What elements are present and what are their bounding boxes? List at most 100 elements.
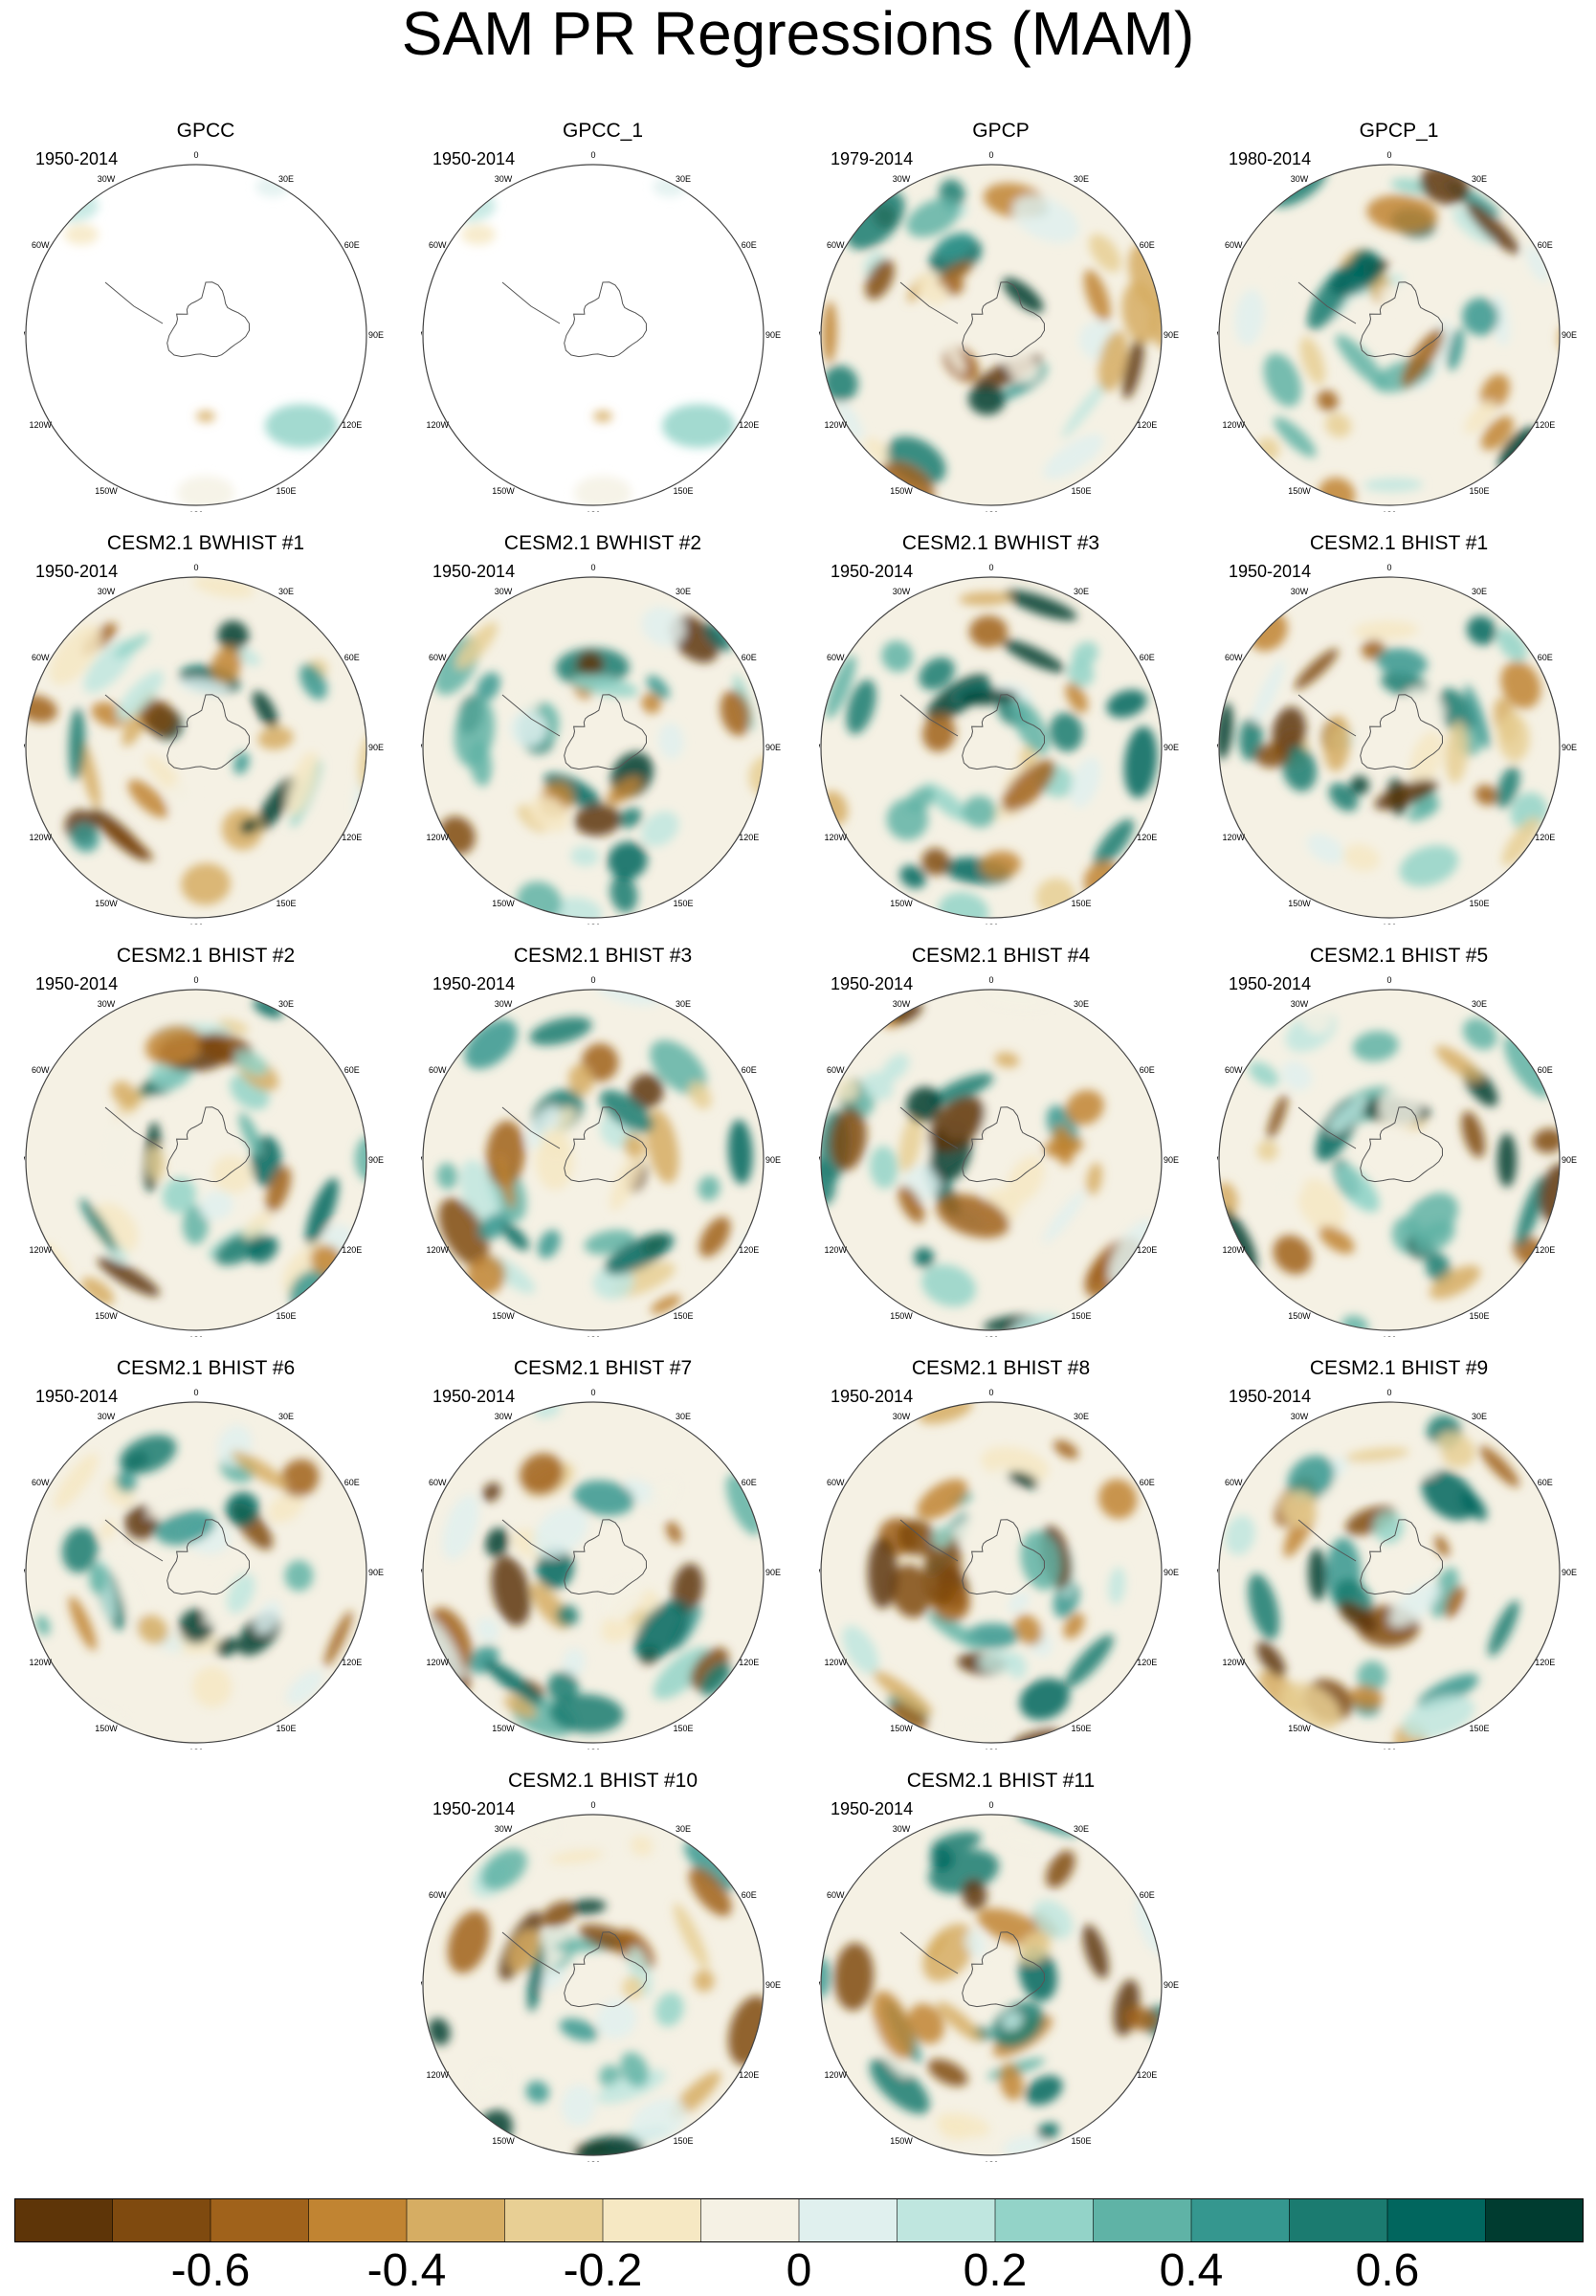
longitude-label: 120W (426, 2070, 449, 2080)
longitude-label: 60E (742, 1478, 757, 1487)
anomaly-blob (968, 615, 1009, 648)
anomaly-blob (79, 1198, 118, 1253)
anomaly-blob (501, 1223, 529, 1251)
longitude-label: 180 (188, 923, 203, 925)
anomaly-blob (562, 1648, 586, 1678)
anomaly-blob (480, 1848, 527, 1890)
longitude-label: 60E (742, 653, 757, 662)
anomaly-blob (233, 647, 261, 666)
anomaly-blob (881, 1054, 910, 1081)
anomaly-blob (482, 1482, 501, 1503)
anomaly-blob (905, 1086, 942, 1124)
antarctica-coastline (564, 1519, 648, 1595)
longitude-label: 180 (984, 2160, 998, 2162)
anomaly-blob (1046, 1850, 1075, 1888)
anomaly-blob (646, 1109, 679, 1184)
colorbar-bin (603, 2198, 701, 2242)
anomaly-blob (1273, 1235, 1313, 1275)
anomaly-blob (551, 897, 603, 918)
anomaly-blob (1011, 698, 1050, 755)
anomaly-blob (1497, 712, 1530, 762)
longitude-label: 180 (188, 1335, 203, 1337)
anomaly-blob (426, 1617, 464, 1682)
anomaly-blob (503, 1695, 537, 1718)
longitude-label: 30W (1291, 999, 1309, 1009)
anomaly-blob (646, 675, 670, 700)
anomaly-blob (846, 680, 876, 735)
longitude-label: 180 (984, 1335, 998, 1337)
longitude-label: 120W (824, 1245, 847, 1255)
anomaly-blob (455, 622, 499, 669)
anomaly-blob (527, 1941, 544, 2012)
antarctic-peninsula (501, 281, 561, 324)
anomaly-blob (442, 1494, 479, 1560)
anomaly-blob (1123, 725, 1158, 798)
anomaly-blob (872, 1991, 914, 2060)
anomaly-blob (145, 1025, 204, 1065)
anomaly-blob (996, 1832, 1051, 1852)
anomaly-blob (1460, 1594, 1483, 1632)
polar-map: 0 30E 60E 90E 120E 150E 180 150W 120W 90W 60W 30W (24, 1388, 384, 1750)
longitude-label: 120W (1222, 420, 1245, 430)
anomaly-blob (570, 845, 599, 867)
anomaly-blob (1306, 833, 1344, 864)
colorbar-bin (1191, 2198, 1290, 2242)
anomaly-blob (114, 634, 150, 658)
longitude-label: 90E (765, 1980, 781, 1990)
anomaly-blob (927, 2059, 968, 2086)
anomaly-blob (477, 1617, 499, 1642)
longitude-label: 150E (1071, 2136, 1091, 2146)
panel-title: CESM2.1 BHIST #2 (116, 945, 296, 967)
anomaly-blob (822, 301, 837, 364)
map-panel: 0 30E 60E 90E 120E 150E 180 150W 120W 90W 60W 30W G… (24, 120, 388, 512)
figure-title: SAM PR Regressions (MAM) (401, 0, 1195, 68)
colorbar-bin (897, 2198, 996, 2242)
anomaly-blob (525, 2081, 549, 2104)
anomaly-blob (323, 1611, 353, 1667)
anomaly-blob (1328, 1096, 1368, 1134)
map-boundary (820, 989, 1163, 1331)
anomaly-blob (964, 1929, 986, 1958)
longitude-label: 30E (1074, 1824, 1089, 1834)
panel-title: GPCC (176, 120, 235, 142)
anomaly-blob (823, 365, 858, 402)
anomaly-blob (1357, 1661, 1387, 1692)
anomaly-blob (145, 1146, 166, 1181)
map-panel: 0 30E 60E 90E 120E 150E 180 150W 120W 90W 60W 30W C… (421, 1357, 785, 1750)
land-anomaly (662, 404, 735, 448)
longitude-label: 60W (827, 1065, 845, 1075)
anomaly-blob (1496, 1133, 1517, 1188)
anomaly-blob (214, 1232, 264, 1265)
map-panel: 0 30E 60E 90E 120E 150E 180 150W 120W 90W 60W 30W C… (819, 1770, 1183, 2162)
anomaly-blob (830, 1107, 867, 1171)
anomaly-blob (630, 1836, 654, 1857)
anomaly-blob (1065, 1635, 1114, 1688)
map-panel: 0 30E 60E 90E 120E 150E 180 150W 120W 90W 60W 30W C… (24, 945, 388, 1337)
anomaly-blob (253, 998, 283, 1018)
anomaly-blob (1328, 782, 1359, 812)
colorbar-bin (504, 2198, 604, 2242)
anomaly-blob (1464, 684, 1491, 749)
anomaly-blob (672, 1563, 704, 1614)
anomaly-blob (1254, 743, 1290, 769)
antarctic-peninsula (104, 694, 164, 737)
longitude-label: 30W (893, 1412, 911, 1421)
anomaly-blob (1098, 1479, 1138, 1520)
anomaly-blob (574, 804, 622, 836)
longitude-label: 0 (988, 975, 993, 985)
longitude-label: 60W (1225, 240, 1243, 250)
anomaly-blob (233, 751, 250, 775)
anomaly-blob (286, 1670, 323, 1705)
anomaly-blob (305, 1177, 339, 1245)
anomaly-blob (1263, 353, 1302, 407)
anomaly-blob (1496, 766, 1520, 809)
longitude-label: 0 (590, 975, 595, 985)
antarctic-peninsula (1297, 694, 1357, 737)
anomaly-blob (1464, 400, 1496, 435)
longitude-label: 150W (1288, 486, 1311, 496)
longitude-label: 0 (1386, 563, 1391, 572)
longitude-label: 60E (1538, 240, 1553, 250)
longitude-label: 120E (342, 1658, 362, 1667)
longitude-label: 60W (429, 1065, 447, 1075)
anomaly-blob (867, 1536, 898, 1609)
